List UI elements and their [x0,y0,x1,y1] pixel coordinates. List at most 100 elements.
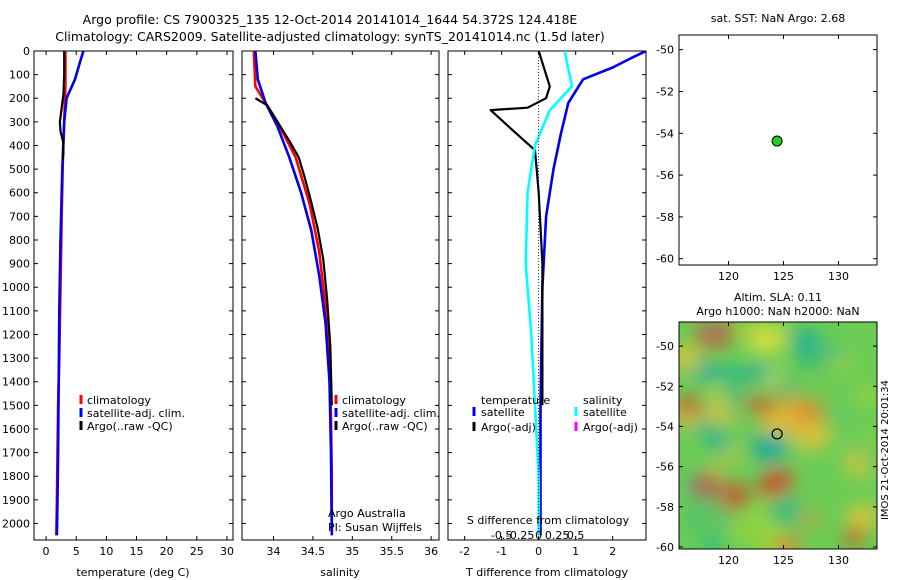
salinity-annotation-line1: Argo Australia [328,507,406,520]
sla-float-marker [771,428,783,440]
secondary-x-tick-label: 0 [535,529,542,542]
depth-tick-label: 200 [9,92,30,105]
map-y-tick-label: -58 [656,211,674,224]
sla-cell [747,363,771,382]
x-tick-label: -2 [459,545,470,558]
sla-cell [693,363,719,383]
difference-xlabel2: S difference from climatology [467,514,630,527]
salinity-axes [241,50,440,541]
profile-lines [489,51,646,536]
sla-cell [687,516,702,528]
map-y-tick-label: -56 [656,169,674,182]
depth-tick-label: 600 [9,187,30,200]
sla-cell [846,504,877,531]
x-tick-label: 30 [220,545,234,558]
difference-xlabel: T difference from climatology [465,566,628,579]
sla-x-tick-label: 120 [718,554,739,567]
series-line-sat [55,51,85,536]
x-tick-label: 34.5 [301,545,326,558]
depth-tick-label: 1400 [2,376,30,389]
depth-tick-label: 400 [9,139,30,152]
depth-tick-label: 700 [9,210,30,223]
map-x-tick-label: 120 [718,270,739,283]
profile-lines [55,51,85,536]
sla-cell [737,322,752,334]
temperature-xlabel: temperature (deg C) [76,566,189,579]
depth-tick-label: 1300 [2,352,30,365]
sla-cell [741,395,756,408]
depth-tick-label: 500 [9,163,30,176]
x-tick-label: 0 [43,545,50,558]
imos-watermark: IMOS 21-Oct-2014 20:01:34 [880,380,891,521]
sla-y-tick-label: -52 [656,380,674,393]
sla-cell [750,432,788,463]
difference-axes [447,50,647,541]
legend-label: satellite-adj. clim. [87,407,185,420]
legend-label: Argo(-adj) [481,421,536,434]
sla-heatmap [679,322,877,549]
series-line-argo [254,97,333,406]
secondary-x-tick-label: -0.25 [506,529,534,542]
sla-cell [760,467,795,496]
sla-cell [832,353,855,372]
series-line-s_sat [524,51,574,536]
depth-tick-label: 0 [23,45,30,58]
sla-y-tick-label: -60 [656,541,674,554]
depth-tick-label: 1700 [2,447,30,460]
map-y-tick-label: -60 [656,253,674,266]
depth-tick-label: 300 [9,116,30,129]
legend-label: climatology [87,394,151,407]
x-tick-label: -1 [496,545,507,558]
salinity-xlabel: salinity [320,566,360,579]
sla-x-tick-label: 130 [828,554,849,567]
depth-tick-label: 1000 [2,281,30,294]
sla-cell [794,344,825,370]
sla-cell [814,426,834,442]
depth-tick-label: 900 [9,258,30,271]
sla-cell [830,409,846,422]
map-x-tick-label: 125 [773,270,794,283]
sla-cell [714,362,748,389]
temperature-axes [33,50,234,541]
depth-tick-label: 2000 [2,517,30,530]
x-tick-label: 1 [572,545,579,558]
x-tick-label: 20 [160,545,174,558]
map-y-tick-label: -52 [656,85,674,98]
profile-lines [252,51,334,536]
legend-label: satellite [481,406,525,419]
sla-cell [679,395,702,416]
x-tick-label: 36 [424,545,438,558]
sla-cell [725,516,754,540]
sla-cell [862,433,876,444]
depth-tick-label: 1900 [2,494,30,507]
sla-title-line2: Argo h1000: NaN h2000: NaN [696,305,859,318]
legend-label: Argo(..raw -QC) [342,420,428,433]
legend-label: climatology [342,394,406,407]
depth-tick-label: 1100 [2,305,30,318]
sla-cell [843,528,866,547]
sla-y-tick-label: -54 [656,420,674,433]
secondary-x-tick-label: 0.5 [567,529,585,542]
legend-label: satellite-adj. clim. [342,407,440,420]
sla-map-axes [678,321,878,550]
location-map-axes [678,34,878,266]
float-location-marker [771,135,783,147]
sla-cell [705,324,720,337]
sla-cell [760,408,797,438]
sla-cell [708,433,729,451]
x-tick-label: 0 [535,545,542,558]
x-tick-label: 5 [73,545,80,558]
sla-cell [800,512,819,527]
sla-cell [723,393,745,411]
legend-heading-salinity: salinity [583,394,623,407]
secondary-x-tick-label: -0.5 [491,529,512,542]
depth-tick-label: 800 [9,234,30,247]
series-line-sat [254,51,334,536]
map-y-tick-label: -50 [656,44,674,57]
sla-cell [746,323,786,355]
sla-y-tick-label: -50 [656,340,674,353]
sla-cell [714,481,751,511]
sla-cell [691,474,720,498]
depth-tick-label: 100 [9,69,30,82]
sla-cell [772,534,802,549]
